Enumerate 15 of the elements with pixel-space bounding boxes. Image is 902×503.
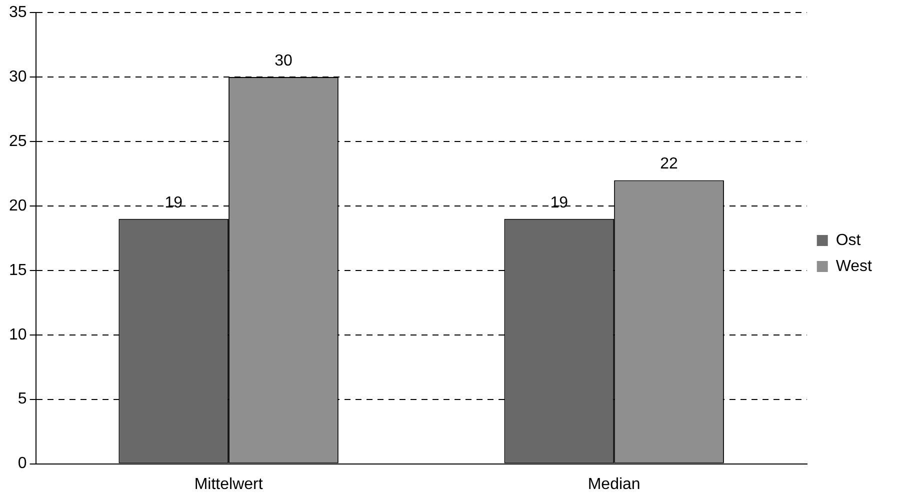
y-tick-label: 20 xyxy=(9,197,27,214)
data-label: 30 xyxy=(274,52,292,70)
x-tick-label: Mittelwert xyxy=(194,476,264,493)
legend-label: Ost xyxy=(836,232,862,249)
legend-label: West xyxy=(836,258,873,275)
data-label: 19 xyxy=(164,194,183,212)
y-tick-label: 5 xyxy=(18,390,27,408)
y-tick-label: 25 xyxy=(9,132,27,150)
y-tick-label: 30 xyxy=(9,68,27,86)
y-tick-label: 10 xyxy=(9,326,27,344)
y-tick-label: 35 xyxy=(9,4,27,22)
y-tick-label: 15 xyxy=(9,262,27,279)
y-tick-label: 0 xyxy=(18,455,27,472)
data-label: 22 xyxy=(660,156,678,173)
x-tick-label: Median xyxy=(588,476,640,493)
